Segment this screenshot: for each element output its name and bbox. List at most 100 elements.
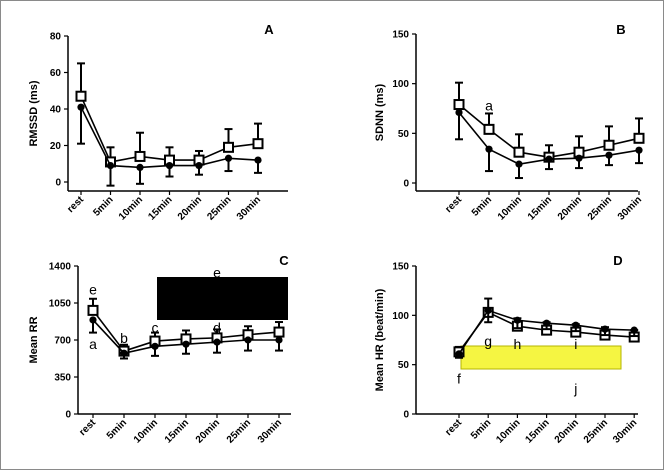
x-tick-label: 25min (586, 194, 614, 222)
x-tick-label: 30min (611, 417, 639, 445)
x-tick-label: 5min (469, 417, 493, 441)
y-tick-label: 0 (55, 178, 61, 189)
data-point-circle (106, 161, 115, 170)
y-tick-label: 150 (392, 30, 409, 41)
x-tick-label: 30min (616, 194, 644, 222)
x-tick-label: 20min (194, 417, 222, 445)
data-point-square (134, 150, 146, 162)
y-tick-label: 60 (50, 68, 62, 79)
data-point-circle (455, 108, 463, 117)
annotation-b: b (120, 330, 128, 346)
data-point-square (273, 326, 285, 338)
panel-A: 0 20 40 60 80 rest 5min 10min 15min 20min 25min 30m… (28, 22, 288, 223)
x-tick-label: 5min (105, 417, 129, 441)
x-tick-label: 15min (526, 194, 554, 222)
x-tick-label: rest (65, 194, 86, 215)
y-tick-label: 0 (65, 410, 71, 421)
y-tick-label: 50 (398, 129, 410, 140)
annotation-c: c (152, 319, 159, 335)
y-tick-label: 700 (54, 336, 71, 347)
series-open-square (75, 62, 264, 168)
x-tick-label: 30min (235, 194, 263, 222)
y-axis-label: RMSSD (ms) (28, 80, 40, 146)
data-point-square (483, 123, 495, 135)
y-tick-label: 0 (403, 410, 409, 421)
annotation-d: d (213, 319, 221, 335)
annotation-j: j (573, 380, 577, 396)
black-overlay-box (157, 277, 288, 320)
data-point-circle (455, 350, 463, 358)
x-tick-label: 20min (553, 417, 581, 445)
x-tick-label: 10min (494, 417, 522, 445)
x-tick-label: 5min (91, 194, 115, 218)
x-tick-label: 10min (132, 417, 160, 445)
panel-letter: B (616, 22, 625, 37)
x-tick-label: 10min (496, 194, 524, 222)
data-point-square (75, 90, 87, 102)
data-point-square (603, 139, 615, 151)
data-point-square (453, 99, 465, 111)
x-tick-label: rest (443, 194, 464, 215)
x-tick-label: 20min (556, 194, 584, 222)
y-tick-label: 150 (392, 262, 409, 273)
data-point-circle (635, 146, 643, 154)
annotation-i: i (574, 336, 577, 352)
y-axis-label: Mean RR (28, 316, 40, 363)
data-point-circle (572, 321, 580, 329)
y-axis-label: Mean HR (beat/min) (374, 288, 386, 391)
y-tick-label: 1050 (49, 299, 72, 310)
annotation-h: h (514, 336, 522, 352)
y-tick-label: 100 (392, 79, 409, 90)
y-tick-label: 350 (54, 373, 71, 384)
series-filled-circle (89, 316, 283, 360)
data-point-circle (515, 160, 523, 168)
panel-letter: A (264, 22, 274, 37)
annotation-e: e (213, 264, 221, 280)
data-point-square (633, 132, 645, 144)
data-point-circle (254, 156, 262, 164)
data-point-circle (575, 154, 583, 162)
data-point-circle (165, 161, 174, 170)
y-tick-label: 100 (392, 311, 409, 322)
data-point-circle (601, 325, 609, 333)
data-point-circle (195, 161, 203, 170)
panel-D: 0 50 100 150 rest 5min 10min 15min 20min 25min 30m… (374, 253, 640, 446)
panel-B: 0 50 100 150 rest 5min 10min 15min 20min 25min 30m… (374, 22, 645, 223)
series-filled-circle (77, 103, 262, 187)
x-tick-label: 10min (117, 194, 145, 222)
data-point-circle (543, 319, 551, 327)
data-point-square (87, 304, 99, 316)
data-point-circle (275, 336, 283, 344)
data-point-square (513, 146, 525, 158)
x-tick-label: 25min (225, 417, 253, 445)
series-filled-circle (455, 306, 639, 359)
data-point-circle (120, 349, 128, 357)
annotation-e: e (89, 281, 97, 297)
data-point-circle (224, 154, 233, 162)
panel-C: 0 350 700 1050 1400 rest 5min 10min 15min 20min 25… (28, 253, 291, 446)
data-point-circle (136, 163, 144, 171)
x-tick-label: rest (443, 417, 464, 438)
x-tick-label: 15min (146, 194, 174, 222)
data-point-circle (513, 316, 522, 324)
data-point-circle (630, 326, 638, 334)
x-tick-label: 20min (176, 194, 204, 222)
yellow-overlay-box (460, 345, 622, 370)
y-tick-label: 20 (50, 141, 62, 152)
data-point-circle (484, 306, 492, 314)
data-point-circle (151, 342, 159, 350)
y-tick-label: 40 (50, 105, 62, 116)
data-point-circle (213, 338, 221, 346)
annotation-a: a (485, 98, 493, 114)
data-point-circle (545, 155, 553, 163)
data-point-square (252, 138, 264, 150)
x-tick-label: 5min (470, 194, 494, 218)
y-tick-label: 50 (398, 360, 410, 371)
x-tick-label: rest (77, 417, 98, 438)
data-point-circle (605, 151, 613, 159)
y-axis-label: SDNN (ms) (374, 83, 386, 141)
series-filled-circle (455, 108, 643, 180)
annotation-f: f (457, 370, 461, 386)
